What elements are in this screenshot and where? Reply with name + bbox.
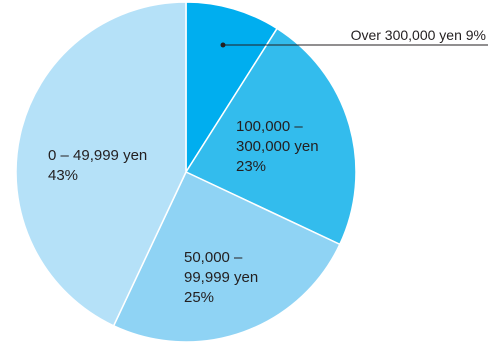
pie-slices: [15, 1, 357, 343]
slice-label-line: 100,000 –: [236, 118, 303, 135]
slice-label-line: 23%: [236, 158, 266, 175]
pie-labels: 100,000 – 300,000 yen 23% 50,000 – 99,999 ye…: [48, 118, 319, 306]
slice-label-line: 300,000 yen: [236, 138, 319, 155]
slice-label-line: 99,999 yen: [184, 269, 258, 286]
slice-label-line: 43%: [48, 167, 78, 184]
callout-label: Over 300,000 yen 9%: [351, 27, 486, 43]
slice-label-line: 25%: [184, 289, 214, 306]
slice-label: 100,000 – 300,000 yen 23%: [236, 118, 319, 175]
pie-slice: [15, 1, 187, 327]
slice-label: 50,000 – 99,999 yen 25%: [184, 249, 258, 306]
slice-label-line: 0 – 49,999 yen: [48, 147, 147, 164]
slice-label-line: 50,000 –: [184, 249, 243, 266]
slice-label: 0 – 49,999 yen 43%: [48, 147, 147, 184]
callout-annotation: Over 300,000 yen 9%: [220, 27, 488, 48]
callout-anchor-dot: [220, 42, 226, 48]
pie-slice: [112, 171, 341, 343]
